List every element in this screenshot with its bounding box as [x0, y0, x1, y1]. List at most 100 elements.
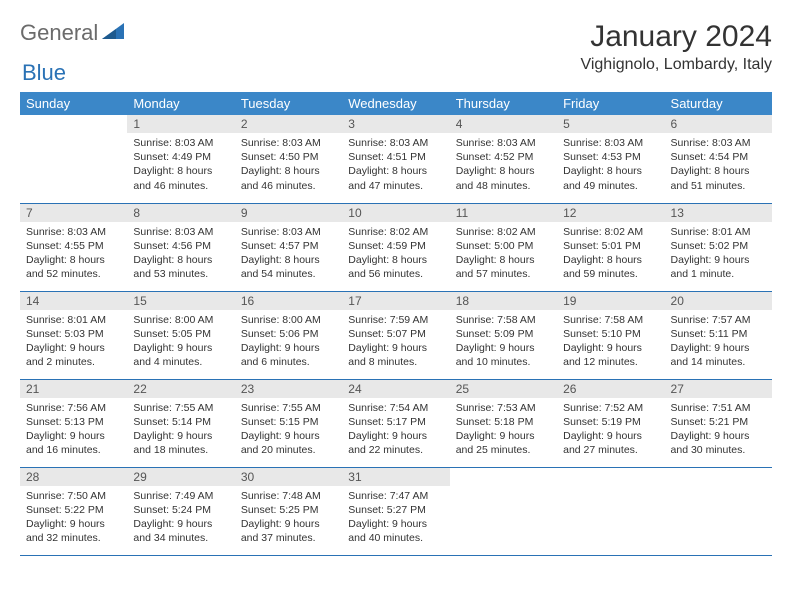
- calendar-week-row: 28Sunrise: 7:50 AMSunset: 5:22 PMDayligh…: [20, 467, 772, 555]
- sunset-text: Sunset: 5:17 PM: [348, 415, 443, 429]
- logo-text-general: General: [20, 20, 98, 46]
- sunset-text: Sunset: 5:15 PM: [241, 415, 336, 429]
- day-number: [450, 468, 557, 472]
- daylight-text: Daylight: 9 hours and 12 minutes.: [563, 341, 658, 369]
- calendar-week-row: 21Sunrise: 7:56 AMSunset: 5:13 PMDayligh…: [20, 379, 772, 467]
- sunrise-text: Sunrise: 7:59 AM: [348, 313, 443, 327]
- sunrise-text: Sunrise: 8:02 AM: [563, 225, 658, 239]
- calendar-day-cell: 14Sunrise: 8:01 AMSunset: 5:03 PMDayligh…: [20, 291, 127, 379]
- day-number: 11: [450, 204, 557, 222]
- daylight-text: Daylight: 8 hours and 46 minutes.: [133, 164, 228, 192]
- day-details: Sunrise: 8:02 AMSunset: 4:59 PMDaylight:…: [342, 222, 449, 288]
- day-details: Sunrise: 7:58 AMSunset: 5:09 PMDaylight:…: [450, 310, 557, 376]
- logo-triangle-icon: [102, 23, 124, 44]
- day-number: 2: [235, 115, 342, 133]
- day-number: [665, 468, 772, 472]
- daylight-text: Daylight: 9 hours and 34 minutes.: [133, 517, 228, 545]
- day-details: Sunrise: 8:02 AMSunset: 5:01 PMDaylight:…: [557, 222, 664, 288]
- calendar-day-cell: [665, 467, 772, 555]
- sunrise-text: Sunrise: 7:55 AM: [241, 401, 336, 415]
- day-details: Sunrise: 7:54 AMSunset: 5:17 PMDaylight:…: [342, 398, 449, 464]
- day-number: 27: [665, 380, 772, 398]
- day-number: 26: [557, 380, 664, 398]
- day-number: 15: [127, 292, 234, 310]
- calendar-day-cell: 3Sunrise: 8:03 AMSunset: 4:51 PMDaylight…: [342, 115, 449, 203]
- sunrise-text: Sunrise: 7:55 AM: [133, 401, 228, 415]
- day-number: 21: [20, 380, 127, 398]
- day-details: Sunrise: 8:03 AMSunset: 4:52 PMDaylight:…: [450, 133, 557, 199]
- weekday-header: Saturday: [665, 92, 772, 115]
- sunrise-text: Sunrise: 8:00 AM: [241, 313, 336, 327]
- day-details: Sunrise: 8:00 AMSunset: 5:06 PMDaylight:…: [235, 310, 342, 376]
- day-details: Sunrise: 8:03 AMSunset: 4:49 PMDaylight:…: [127, 133, 234, 199]
- calendar-day-cell: 11Sunrise: 8:02 AMSunset: 5:00 PMDayligh…: [450, 203, 557, 291]
- sunrise-text: Sunrise: 8:03 AM: [133, 136, 228, 150]
- day-number: 9: [235, 204, 342, 222]
- sunrise-text: Sunrise: 8:03 AM: [133, 225, 228, 239]
- day-details: Sunrise: 7:49 AMSunset: 5:24 PMDaylight:…: [127, 486, 234, 552]
- day-details: Sunrise: 7:47 AMSunset: 5:27 PMDaylight:…: [342, 486, 449, 552]
- sunrise-text: Sunrise: 7:58 AM: [563, 313, 658, 327]
- day-details: Sunrise: 7:58 AMSunset: 5:10 PMDaylight:…: [557, 310, 664, 376]
- day-details: Sunrise: 8:02 AMSunset: 5:00 PMDaylight:…: [450, 222, 557, 288]
- daylight-text: Daylight: 9 hours and 25 minutes.: [456, 429, 551, 457]
- sunrise-text: Sunrise: 8:03 AM: [26, 225, 121, 239]
- daylight-text: Daylight: 9 hours and 18 minutes.: [133, 429, 228, 457]
- day-details: Sunrise: 7:48 AMSunset: 5:25 PMDaylight:…: [235, 486, 342, 552]
- day-details: Sunrise: 8:01 AMSunset: 5:03 PMDaylight:…: [20, 310, 127, 376]
- calendar-day-cell: 26Sunrise: 7:52 AMSunset: 5:19 PMDayligh…: [557, 379, 664, 467]
- weekday-header: Wednesday: [342, 92, 449, 115]
- day-number: 22: [127, 380, 234, 398]
- daylight-text: Daylight: 9 hours and 40 minutes.: [348, 517, 443, 545]
- daylight-text: Daylight: 9 hours and 27 minutes.: [563, 429, 658, 457]
- calendar-day-cell: 29Sunrise: 7:49 AMSunset: 5:24 PMDayligh…: [127, 467, 234, 555]
- day-number: 4: [450, 115, 557, 133]
- sunset-text: Sunset: 5:07 PM: [348, 327, 443, 341]
- sunset-text: Sunset: 5:06 PM: [241, 327, 336, 341]
- day-details: Sunrise: 8:03 AMSunset: 4:51 PMDaylight:…: [342, 133, 449, 199]
- sunrise-text: Sunrise: 7:51 AM: [671, 401, 766, 415]
- day-number: 17: [342, 292, 449, 310]
- sunset-text: Sunset: 5:19 PM: [563, 415, 658, 429]
- daylight-text: Daylight: 8 hours and 57 minutes.: [456, 253, 551, 281]
- sunset-text: Sunset: 5:01 PM: [563, 239, 658, 253]
- logo: General: [20, 20, 126, 46]
- sunset-text: Sunset: 4:59 PM: [348, 239, 443, 253]
- day-number: [557, 468, 664, 472]
- sunset-text: Sunset: 4:56 PM: [133, 239, 228, 253]
- daylight-text: Daylight: 8 hours and 54 minutes.: [241, 253, 336, 281]
- sunrise-text: Sunrise: 7:56 AM: [26, 401, 121, 415]
- day-number: 28: [20, 468, 127, 486]
- calendar-day-cell: 28Sunrise: 7:50 AMSunset: 5:22 PMDayligh…: [20, 467, 127, 555]
- daylight-text: Daylight: 8 hours and 46 minutes.: [241, 164, 336, 192]
- sunset-text: Sunset: 5:27 PM: [348, 503, 443, 517]
- sunrise-text: Sunrise: 8:03 AM: [456, 136, 551, 150]
- sunrise-text: Sunrise: 8:02 AM: [456, 225, 551, 239]
- weekday-header-row: Sunday Monday Tuesday Wednesday Thursday…: [20, 92, 772, 115]
- day-number: 1: [127, 115, 234, 133]
- sunset-text: Sunset: 4:50 PM: [241, 150, 336, 164]
- calendar-day-cell: 15Sunrise: 8:00 AMSunset: 5:05 PMDayligh…: [127, 291, 234, 379]
- sunset-text: Sunset: 5:09 PM: [456, 327, 551, 341]
- daylight-text: Daylight: 8 hours and 48 minutes.: [456, 164, 551, 192]
- weekday-header: Sunday: [20, 92, 127, 115]
- sunset-text: Sunset: 5:05 PM: [133, 327, 228, 341]
- daylight-text: Daylight: 8 hours and 59 minutes.: [563, 253, 658, 281]
- sunset-text: Sunset: 5:21 PM: [671, 415, 766, 429]
- calendar-day-cell: 16Sunrise: 8:00 AMSunset: 5:06 PMDayligh…: [235, 291, 342, 379]
- calendar-day-cell: [20, 115, 127, 203]
- day-details: Sunrise: 7:51 AMSunset: 5:21 PMDaylight:…: [665, 398, 772, 464]
- calendar-day-cell: 8Sunrise: 8:03 AMSunset: 4:56 PMDaylight…: [127, 203, 234, 291]
- day-number: 6: [665, 115, 772, 133]
- calendar-day-cell: 23Sunrise: 7:55 AMSunset: 5:15 PMDayligh…: [235, 379, 342, 467]
- day-number: 7: [20, 204, 127, 222]
- calendar-day-cell: 31Sunrise: 7:47 AMSunset: 5:27 PMDayligh…: [342, 467, 449, 555]
- day-details: Sunrise: 7:50 AMSunset: 5:22 PMDaylight:…: [20, 486, 127, 552]
- daylight-text: Daylight: 9 hours and 32 minutes.: [26, 517, 121, 545]
- sunset-text: Sunset: 4:53 PM: [563, 150, 658, 164]
- sunset-text: Sunset: 4:54 PM: [671, 150, 766, 164]
- day-details: Sunrise: 7:52 AMSunset: 5:19 PMDaylight:…: [557, 398, 664, 464]
- day-number: 8: [127, 204, 234, 222]
- weekday-header: Friday: [557, 92, 664, 115]
- sunset-text: Sunset: 5:11 PM: [671, 327, 766, 341]
